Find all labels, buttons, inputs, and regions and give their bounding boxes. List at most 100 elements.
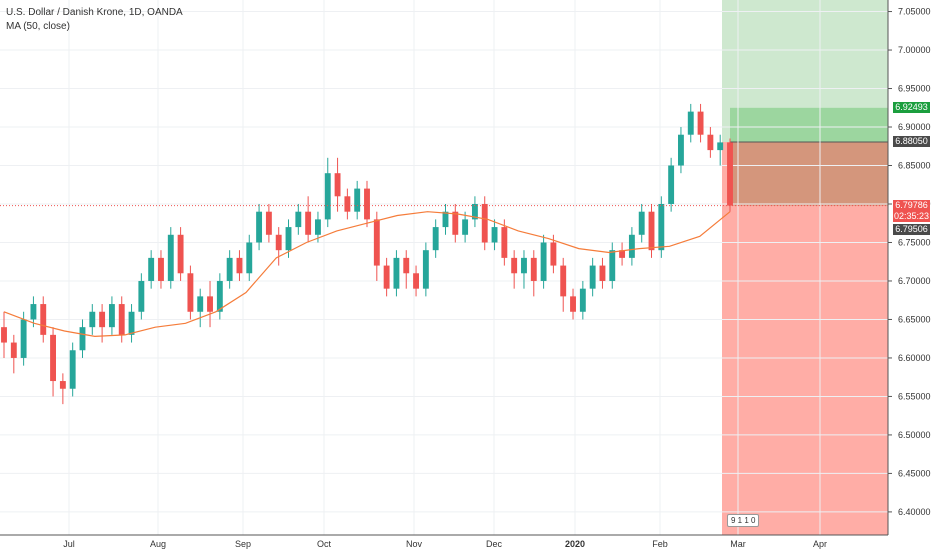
y-tick-label-0: 7.05000: [898, 7, 931, 17]
candle-body-8: [79, 327, 86, 351]
candle-body-32: [315, 219, 321, 235]
candle-body-17: [167, 234, 174, 281]
candle-body-61: [599, 265, 606, 281]
grid-lines: [0, 0, 888, 535]
candle-body-34: [334, 173, 341, 197]
countdown-tag: 02:35:23: [893, 210, 930, 222]
candle-body-11: [108, 304, 115, 328]
candle-body-12: [118, 304, 125, 335]
candle-body-9: [89, 311, 96, 328]
candle-body-64: [628, 234, 635, 258]
symbol-title[interactable]: U.S. Dollar / Danish Krone, 1D, OANDA: [6, 7, 183, 18]
y-tick-label-3: 6.90000: [898, 122, 931, 132]
candle-body-51: [501, 227, 508, 258]
candle-body-71: [697, 111, 704, 135]
candle-body-27: [265, 211, 272, 235]
candle-body-69: [678, 134, 684, 166]
x-tick-label-9: Apr: [813, 539, 827, 549]
y-tick-label-8: 6.65000: [898, 314, 931, 324]
x-tick-label-7: Feb: [652, 539, 668, 549]
y-tick-label-11: 6.50000: [898, 430, 931, 440]
candle-body-37: [364, 188, 370, 220]
candle-body-63: [619, 250, 626, 258]
candle-body-47: [462, 219, 469, 235]
candle-body-58: [570, 296, 576, 312]
ma-line: [3, 211, 731, 338]
candle-body-20: [197, 296, 204, 312]
legend: U.S. Dollar / Danish Krone, 1D, OANDA MA…: [6, 6, 183, 34]
candle-body-67: [658, 203, 665, 251]
candle-body-39: [383, 265, 390, 289]
x-tick-label-8: Mar: [730, 539, 746, 549]
x-tick-label-3: Oct: [317, 539, 332, 549]
candle-body-21: [207, 296, 213, 312]
candle-body-1: [10, 342, 17, 358]
candle-body-42: [413, 273, 419, 289]
x-tick-label-0: Jul: [63, 539, 75, 549]
candle-body-24: [236, 257, 243, 274]
ma-price-tag: 6.79506: [893, 223, 930, 235]
candles: [1, 103, 733, 405]
candle-body-72: [707, 134, 714, 151]
candle-body-19: [187, 273, 194, 312]
x-tick-label-6: 2020: [565, 539, 585, 549]
candle-body-4: [40, 304, 47, 335]
candle-body-0: [1, 327, 7, 343]
candle-body-14: [138, 280, 145, 312]
candle-body-48: [471, 203, 478, 220]
candle-body-40: [393, 257, 400, 289]
candle-body-60: [589, 265, 596, 289]
candle-body-30: [295, 211, 302, 228]
candle-body-52: [511, 257, 518, 274]
candle-body-53: [521, 257, 527, 274]
candle-body-70: [687, 111, 694, 135]
y-tick-label-6: 6.75000: [898, 237, 931, 247]
candle-body-54: [530, 257, 537, 281]
candle-body-43: [422, 250, 429, 289]
entry-price-tag: 6.88050: [893, 136, 930, 148]
candle-body-7: [69, 350, 76, 389]
candle-body-3: [30, 304, 37, 320]
y-tick-label-2: 6.95000: [898, 84, 931, 94]
candle-body-62: [609, 250, 616, 281]
target-band: [730, 107, 888, 143]
candle-body-28: [275, 234, 282, 251]
candle-body-55: [540, 242, 547, 281]
y-tick-label-10: 6.55000: [898, 391, 931, 401]
x-tick-label-2: Sep: [235, 539, 251, 549]
candle-body-29: [285, 227, 292, 251]
indicator-label[interactable]: MA (50, close): [6, 21, 70, 32]
x-tick-label-4: Nov: [406, 539, 423, 549]
candle-body-41: [403, 257, 410, 274]
y-tick-label-12: 6.45000: [898, 468, 931, 478]
candle-body-13: [128, 311, 135, 335]
y-tick-label-13: 6.40000: [898, 507, 931, 517]
event-badge[interactable]: 9 1 1 0: [727, 514, 760, 527]
last-price-tag: 6.79786: [893, 199, 930, 211]
candle-body-5: [50, 334, 56, 382]
candle-body-74: [727, 142, 733, 206]
target-price-tag: 6.92493: [893, 101, 930, 113]
candle-body-46: [452, 211, 459, 235]
candle-body-23: [226, 257, 233, 281]
ma-line-group: [0, 205, 888, 338]
candle-body-2: [20, 319, 27, 358]
candle-body-18: [177, 234, 184, 274]
candle-body-35: [344, 196, 351, 212]
candle-body-31: [305, 211, 312, 235]
candle-body-65: [638, 211, 645, 235]
candle-body-16: [158, 257, 164, 281]
candle-body-50: [491, 227, 498, 243]
candle-body-44: [432, 227, 439, 251]
candle-body-68: [668, 165, 675, 204]
drawdown-band: [730, 142, 888, 206]
candle-body-33: [324, 173, 331, 220]
candle-body-15: [148, 257, 155, 281]
y-tick-label-1: 7.00000: [898, 45, 931, 55]
candle-body-26: [256, 211, 263, 243]
candle-body-25: [246, 242, 253, 274]
candle-body-56: [550, 242, 557, 266]
